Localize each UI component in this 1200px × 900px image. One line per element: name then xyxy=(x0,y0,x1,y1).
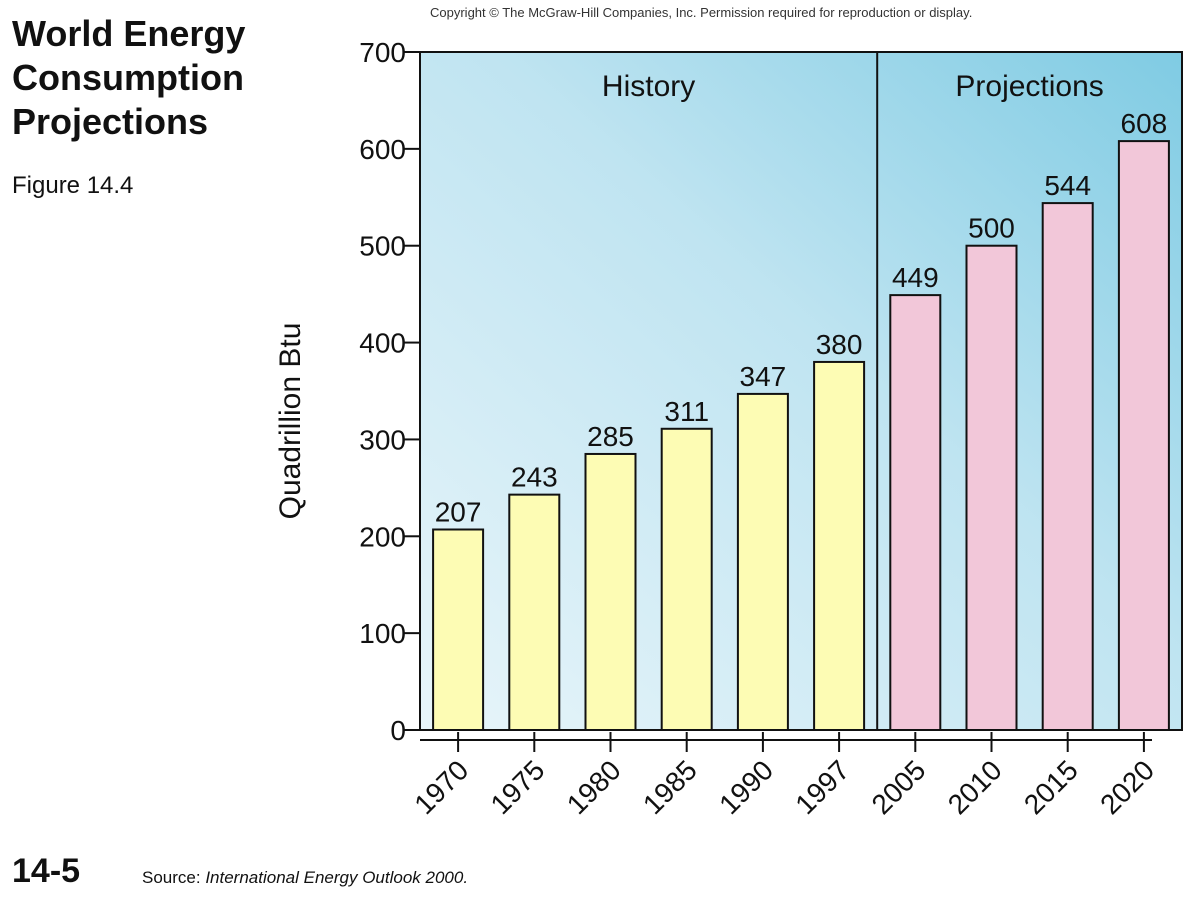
y-axis-title: Quadrillion Btu xyxy=(274,323,307,520)
x-tick-label-1980: 1980 xyxy=(561,754,627,820)
bar-1985 xyxy=(660,427,713,731)
copyright-notice: Copyright © The McGraw-Hill Companies, I… xyxy=(430,5,973,20)
value-label-1980: 285 xyxy=(587,421,634,452)
x-tick-label-1970: 1970 xyxy=(408,754,474,820)
x-tick-label-2015: 2015 xyxy=(1018,754,1084,820)
x-tick-label-1975: 1975 xyxy=(485,754,551,820)
bar-1980 xyxy=(584,452,637,731)
source-title: International Energy Outlook 2000. xyxy=(205,868,469,887)
region-label-history: History xyxy=(602,70,695,103)
y-tick-label-500: 500 xyxy=(359,231,406,262)
value-label-1990: 347 xyxy=(740,361,787,392)
x-tick-label-1997: 1997 xyxy=(789,754,855,820)
y-tick-label-700: 700 xyxy=(359,37,406,68)
bar-1990 xyxy=(736,392,789,731)
value-label-2010: 500 xyxy=(968,213,1015,244)
x-tick-label-2020: 2020 xyxy=(1094,754,1160,820)
y-tick-label-200: 200 xyxy=(359,521,406,552)
value-label-1985: 311 xyxy=(664,396,709,427)
value-label-2015: 544 xyxy=(1044,170,1091,201)
y-tick-label-0: 0 xyxy=(390,715,406,746)
source-note: Source: International Energy Outlook 200… xyxy=(142,868,468,888)
figure-label: Figure 14.4 xyxy=(12,172,134,199)
y-tick-label-600: 600 xyxy=(359,134,406,165)
region-label-projections: Projections xyxy=(955,70,1103,103)
value-label-1970: 207 xyxy=(435,497,482,528)
value-label-1975: 243 xyxy=(511,462,558,493)
region-layer: History Projections xyxy=(602,52,1104,730)
value-label-2020: 608 xyxy=(1121,108,1168,139)
bar-2015 xyxy=(1041,202,1094,731)
bars-layer: 207 243 285 311 347 380 449 500 544 608 xyxy=(432,108,1170,732)
slide-number: 14-5 xyxy=(12,852,81,890)
bar-2010 xyxy=(965,244,1018,731)
y-tick-label-400: 400 xyxy=(359,328,406,359)
slide-title: World Energy Consumption Projections xyxy=(12,13,246,142)
value-label-2005: 449 xyxy=(892,262,939,293)
y-tick-label-300: 300 xyxy=(359,424,406,455)
x-tick-label-2010: 2010 xyxy=(942,754,1008,820)
bar-1975 xyxy=(508,493,561,731)
x-tick-label-2005: 2005 xyxy=(866,754,932,820)
x-tick-label-1990: 1990 xyxy=(713,754,779,820)
bar-2020 xyxy=(1117,140,1170,731)
bar-1997 xyxy=(813,360,866,731)
value-label-1997: 380 xyxy=(816,329,863,360)
y-tick-label-100: 100 xyxy=(359,618,406,649)
bar-1970 xyxy=(432,528,485,732)
x-tick-label-1985: 1985 xyxy=(637,754,703,820)
source-prefix: Source: xyxy=(142,868,206,887)
bar-2005 xyxy=(889,294,942,731)
